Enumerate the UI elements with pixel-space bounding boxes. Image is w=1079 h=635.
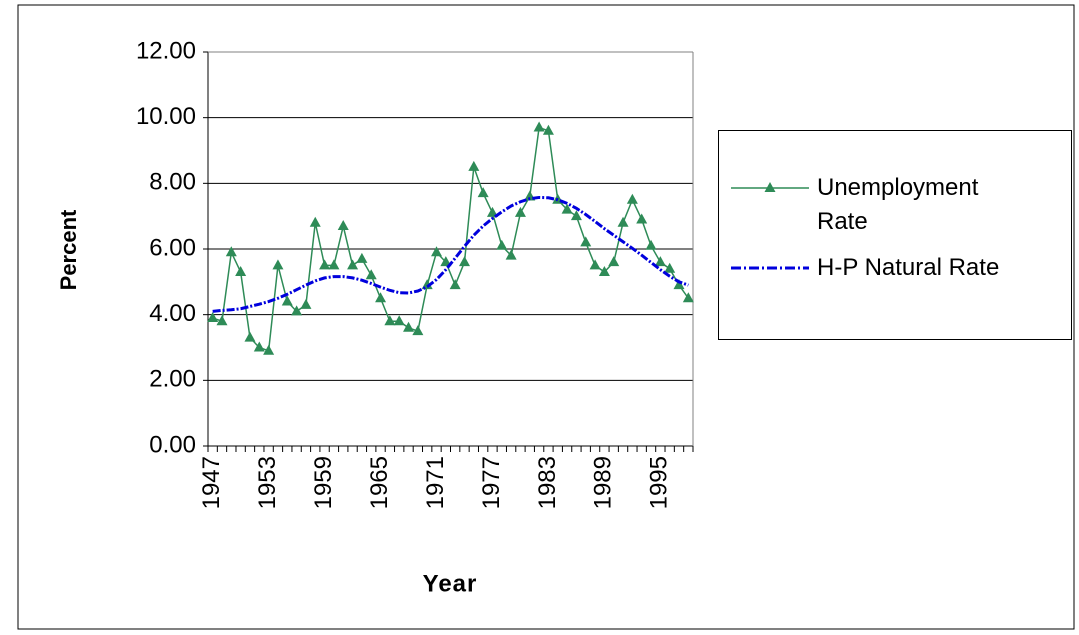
data-point: [514, 206, 526, 217]
data-point: [589, 259, 601, 270]
data-point: [365, 269, 377, 280]
legend-label: Unemployment Rate: [817, 174, 979, 235]
data-point: [253, 341, 265, 352]
x-tick-label: 1977: [478, 456, 505, 509]
x-tick-label: 1995: [646, 456, 673, 509]
data-point: [533, 121, 545, 132]
legend-marker: [764, 182, 776, 192]
data-point: [449, 279, 461, 290]
y-tick-label: 2.00: [149, 366, 196, 393]
data-point: [431, 246, 443, 257]
data-point: [580, 236, 592, 247]
data-point: [654, 256, 666, 267]
data-point: [570, 210, 582, 221]
legend-item: Unemployment Rate: [729, 171, 1017, 239]
data-point: [412, 325, 424, 336]
data-point: [645, 239, 657, 250]
y-tick-label: 0.00: [149, 431, 196, 458]
data-point: [272, 259, 284, 270]
legend-swatch: [731, 182, 809, 192]
legend-swatch: [731, 266, 809, 270]
data-point: [486, 206, 498, 217]
series-line: [212, 126, 689, 352]
data-point: [468, 160, 480, 171]
x-axis-title: Year: [423, 570, 478, 597]
y-tick-label: 4.00: [149, 300, 196, 327]
data-point: [263, 344, 275, 355]
data-point: [393, 315, 405, 326]
data-point: [384, 315, 396, 326]
data-point: [225, 246, 237, 257]
data-point: [309, 216, 321, 227]
y-tick-label: 8.00: [149, 169, 196, 196]
data-point: [300, 298, 312, 309]
data-point: [207, 311, 219, 322]
data-point: [608, 256, 620, 267]
series-line: [212, 195, 689, 313]
data-point: [235, 265, 247, 276]
data-point: [542, 124, 554, 135]
x-tick-label: 1959: [310, 456, 337, 509]
data-point: [673, 279, 685, 290]
x-tick-label: 1953: [254, 456, 281, 509]
data-point: [356, 252, 368, 263]
data-point: [505, 249, 517, 260]
data-point: [458, 256, 470, 267]
y-axis-title: Percent: [56, 209, 81, 290]
y-tick-label: 6.00: [149, 234, 196, 261]
data-point: [561, 203, 573, 214]
x-tick-label: 1947: [198, 456, 225, 509]
legend-item: H-P Natural Rate: [729, 251, 1047, 285]
x-tick-label: 1989: [590, 456, 617, 509]
data-point: [636, 213, 648, 224]
data-point: [626, 193, 638, 204]
x-tick-label: 1971: [422, 456, 449, 509]
legend: Unemployment Rate H-P Natural Rate: [718, 130, 1072, 340]
data-point: [319, 259, 331, 270]
y-tick-label: 10.00: [136, 103, 196, 130]
data-point: [477, 187, 489, 198]
data-point: [337, 220, 349, 231]
data-point: [403, 321, 415, 332]
x-tick-label: 1965: [366, 456, 393, 509]
data-point: [347, 259, 359, 270]
y-tick-label: 12.00: [136, 37, 196, 64]
data-point: [375, 292, 387, 303]
data-point: [244, 331, 256, 342]
data-point: [664, 262, 676, 273]
data-point: [617, 216, 629, 227]
x-tick-label: 1983: [534, 456, 561, 509]
data-point: [496, 239, 508, 250]
data-point: [440, 256, 452, 267]
legend-label: H-P Natural Rate: [817, 254, 1000, 281]
data-point: [291, 305, 303, 316]
data-point: [216, 315, 228, 326]
data-point: [682, 292, 694, 303]
data-point: [281, 295, 293, 306]
data-point: [328, 259, 340, 270]
data-point: [598, 265, 610, 276]
